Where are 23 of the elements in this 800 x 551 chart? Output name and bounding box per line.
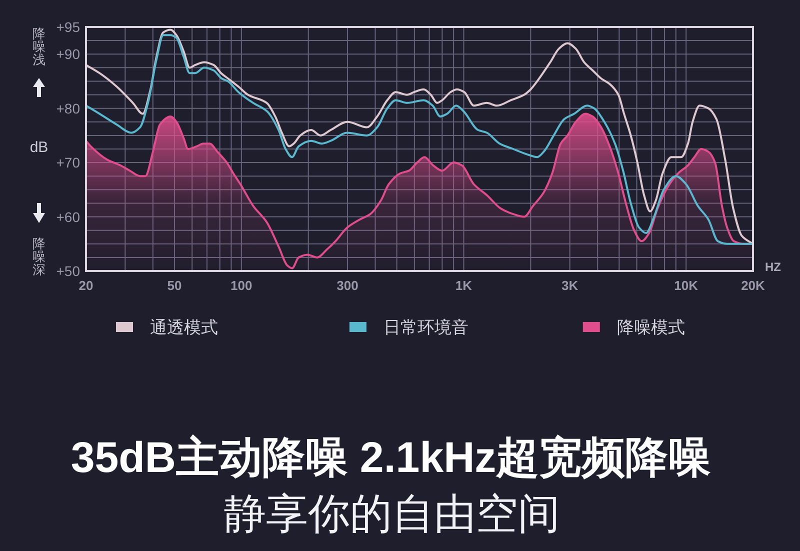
text: 静享你的自由空间 [224,490,560,537]
y-tick-label: +90 [56,46,80,62]
x-tick-label: 3K [562,278,579,293]
x-tick-label: 20 [78,278,94,293]
text: 降噪浅 [32,26,46,67]
y-axis-title: dB [30,139,48,156]
y-tick-label: +50 [56,263,80,279]
legend-label: 通透模式 [150,318,218,337]
y-tick-label: +80 [56,100,80,116]
y-tick-label: +70 [56,154,80,171]
text: 降噪深 [32,236,46,277]
x-axis-title: HZ [765,260,781,274]
x-tick-label: 1K [455,278,473,293]
x-tick-label: 50 [167,278,182,293]
y-tick-label: +60 [56,208,80,225]
legend-label: 日常环境音 [383,318,468,337]
x-tick-label: 10K [674,278,699,293]
text: 35dB主动降噪 2.1kHz超宽频降噪 [70,434,712,482]
legend-label: 降噪模式 [616,318,685,337]
x-tick-label: 300 [336,278,358,293]
x-tick-label: 20K [741,278,766,293]
y-tick-label: +95 [56,19,80,35]
x-tick-label: 100 [230,278,252,293]
